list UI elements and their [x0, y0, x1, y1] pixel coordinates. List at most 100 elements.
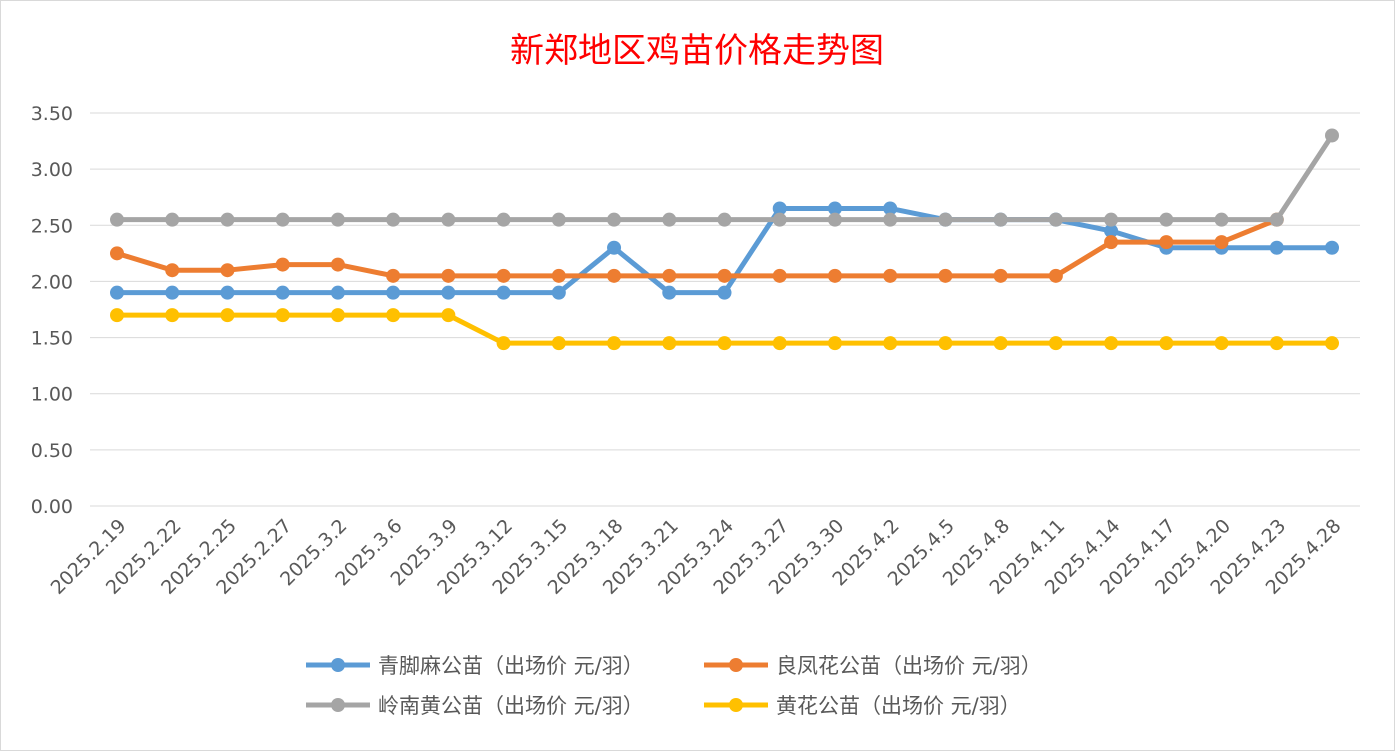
legend-label: 黄花公苗（出场价 元/羽）: [776, 694, 1021, 718]
data-point: [772, 201, 787, 216]
data-point: [883, 201, 898, 216]
data-point: [330, 212, 345, 227]
data-point: [1214, 336, 1229, 351]
y-tick-label: 1.50: [31, 328, 73, 350]
data-point: [607, 240, 622, 255]
data-point: [827, 336, 842, 351]
series-1: [110, 201, 1339, 300]
y-tick-label: 2.50: [31, 215, 73, 237]
data-point: [110, 285, 124, 300]
data-point: [551, 336, 566, 351]
legend-marker: [729, 658, 743, 672]
series-layer: [110, 128, 1339, 351]
data-point: [441, 285, 456, 300]
data-point: [1325, 336, 1339, 351]
data-point: [717, 336, 732, 351]
legend-marker: [729, 698, 743, 712]
data-point: [386, 268, 401, 283]
data-point: [1048, 336, 1063, 351]
legend-item: 良凤花公苗（出场价 元/羽）: [704, 654, 1042, 678]
data-point: [607, 212, 622, 227]
data-point: [883, 268, 898, 283]
data-point: [165, 308, 180, 323]
x-axis-ticks: 2025.2.192025.2.222025.2.252025.2.272025…: [47, 515, 1346, 599]
data-point: [717, 285, 732, 300]
data-point: [441, 308, 456, 323]
legend-marker: [331, 698, 345, 712]
data-point: [993, 336, 1008, 351]
legend-label: 岭南黄公苗（出场价 元/羽）: [378, 694, 644, 718]
data-point: [165, 263, 180, 278]
data-point: [1269, 212, 1284, 227]
data-point: [386, 285, 401, 300]
data-point: [496, 212, 511, 227]
data-point: [938, 212, 953, 227]
legend-item: 青脚麻公苗（出场价 元/羽）: [306, 654, 644, 678]
data-point: [275, 212, 290, 227]
data-point: [1269, 336, 1284, 351]
data-point: [220, 212, 235, 227]
data-point: [607, 268, 622, 283]
data-point: [993, 212, 1008, 227]
data-point: [938, 268, 953, 283]
data-point: [717, 212, 732, 227]
data-point: [330, 285, 345, 300]
data-point: [1214, 235, 1229, 250]
series-line: [114, 132, 1335, 223]
series-3: [110, 128, 1339, 227]
data-point: [827, 268, 842, 283]
data-point: [938, 336, 953, 351]
data-point: [1159, 336, 1174, 351]
data-point: [1104, 223, 1119, 238]
data-point: [607, 336, 622, 351]
y-tick-label: 1.00: [31, 384, 73, 406]
legend: 青脚麻公苗（出场价 元/羽） 良凤花公苗（出场价 元/羽） 岭南黄公苗（出场价 元/…: [306, 654, 1042, 718]
data-point: [220, 308, 235, 323]
data-point: [441, 212, 456, 227]
data-point: [883, 212, 898, 227]
data-point: [110, 246, 124, 261]
data-point: [275, 257, 290, 272]
data-point: [772, 336, 787, 351]
series-4: [110, 308, 1339, 351]
data-point: [1104, 235, 1119, 250]
data-point: [551, 285, 566, 300]
data-point: [441, 268, 456, 283]
data-point: [496, 268, 511, 283]
data-point: [883, 336, 898, 351]
y-tick-label: 3.50: [31, 103, 73, 125]
legend-label: 良凤花公苗（出场价 元/羽）: [776, 654, 1042, 678]
data-point: [1269, 240, 1284, 255]
y-tick-label: 0.50: [31, 440, 73, 462]
data-point: [496, 285, 511, 300]
data-point: [330, 308, 345, 323]
data-point: [662, 336, 677, 351]
series-line: [114, 217, 1280, 279]
data-point: [662, 212, 677, 227]
y-tick-label: 0.00: [31, 496, 73, 518]
data-point: [551, 212, 566, 227]
data-point: [330, 257, 345, 272]
data-point: [662, 285, 677, 300]
data-point: [1048, 268, 1063, 283]
legend-label: 青脚麻公苗（出场价 元/羽）: [378, 654, 644, 678]
legend-marker: [331, 658, 345, 672]
data-point: [993, 268, 1008, 283]
y-tick-label: 2.00: [31, 271, 73, 293]
legend-item: 黄花公苗（出场价 元/羽）: [704, 694, 1021, 718]
data-point: [386, 212, 401, 227]
data-point: [496, 336, 511, 351]
data-point: [1159, 212, 1174, 227]
data-point: [1325, 128, 1339, 143]
data-point: [827, 201, 842, 216]
data-point: [1325, 240, 1339, 255]
data-point: [220, 263, 235, 278]
data-point: [551, 268, 566, 283]
data-point: [275, 285, 290, 300]
data-point: [827, 212, 842, 227]
data-point: [165, 212, 180, 227]
data-point: [275, 308, 290, 323]
y-axis-ticks: 0.00 0.50 1.00 1.50 2.00 2.50 3.00 3.50: [31, 103, 73, 518]
